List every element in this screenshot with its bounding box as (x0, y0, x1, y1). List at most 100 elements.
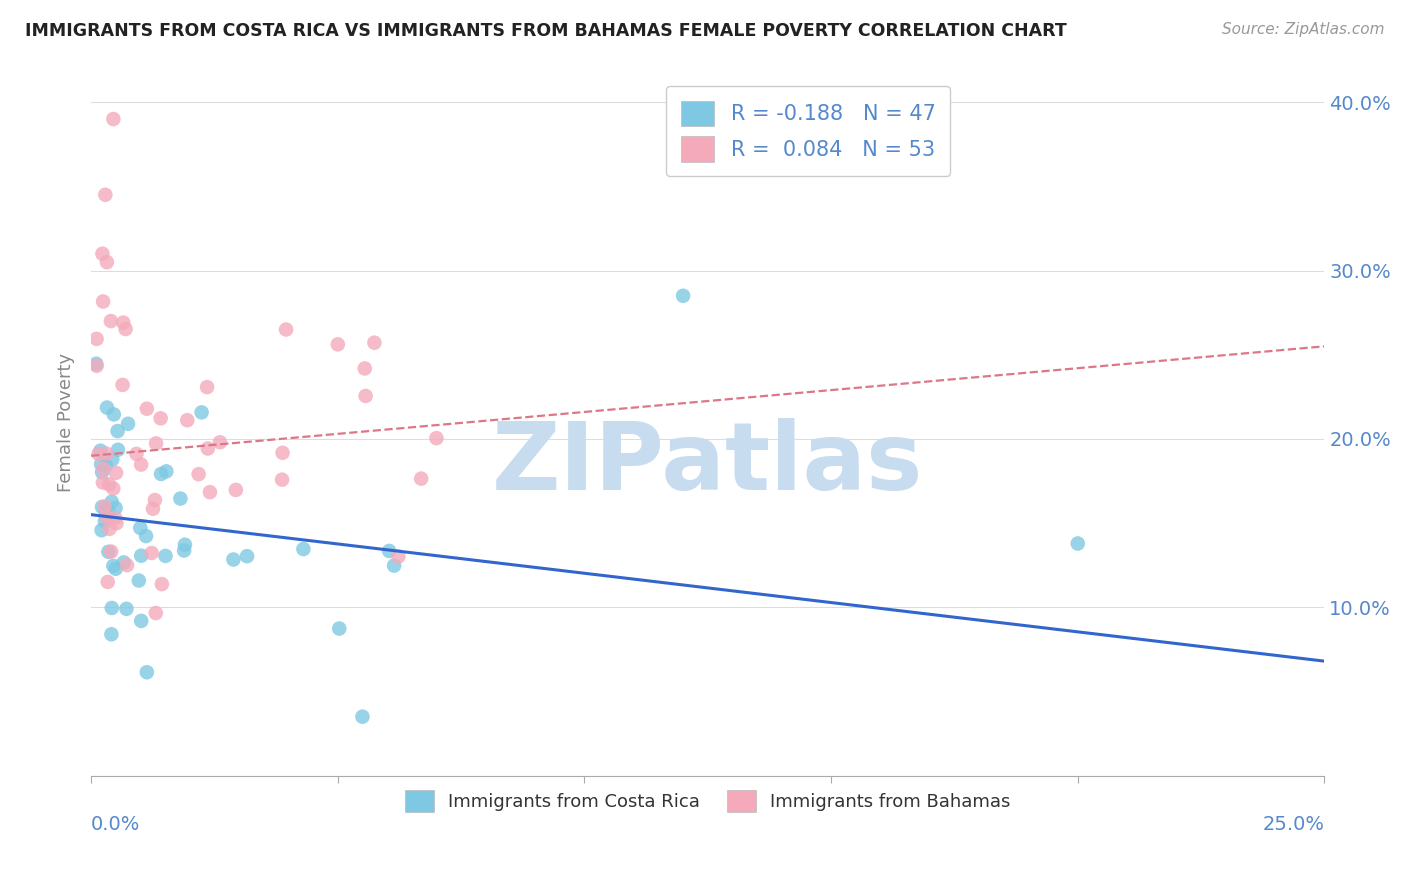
Y-axis label: Female Poverty: Female Poverty (58, 352, 75, 491)
Point (86, 332, 108, 346)
Point (100, 494, 122, 508)
Point (150, 467, 173, 481)
Point (101, 601, 124, 615)
Point (195, 380, 218, 394)
Point (91, 475, 114, 490)
Point (135, 401, 157, 416)
Point (129, 614, 152, 628)
Point (222, 552, 245, 566)
Point (96, 447, 118, 461)
Text: IMMIGRANTS FROM COSTA RICA VS IMMIGRANTS FROM BAHAMAS FEMALE POVERTY CORRELATION: IMMIGRANTS FROM COSTA RICA VS IMMIGRANTS… (25, 22, 1067, 40)
Point (91, 246, 114, 260)
Point (87, 447, 110, 461)
Point (115, 602, 138, 616)
Point (129, 521, 152, 535)
Point (190, 405, 212, 419)
Point (96, 401, 118, 415)
Point (98, 522, 121, 536)
Point (91, 500, 114, 514)
Text: Source: ZipAtlas.com: Source: ZipAtlas.com (1222, 22, 1385, 37)
Point (382, 558, 405, 573)
Point (141, 546, 163, 560)
Point (142, 501, 165, 516)
Legend: Immigrants from Costa Rica, Immigrants from Bahamas: Immigrants from Costa Rica, Immigrants f… (398, 783, 1018, 820)
Point (90, 457, 112, 471)
Point (378, 544, 401, 558)
Point (387, 549, 409, 564)
Point (114, 322, 136, 336)
Point (98, 477, 121, 491)
Point (100, 544, 122, 558)
Point (104, 500, 127, 515)
Point (129, 549, 152, 563)
Point (173, 543, 195, 558)
Point (271, 446, 294, 460)
Point (149, 411, 172, 425)
Point (187, 467, 209, 482)
Point (135, 665, 157, 680)
Point (112, 316, 135, 330)
Point (107, 424, 129, 438)
Point (86, 359, 108, 373)
Text: 0.0%: 0.0% (91, 814, 141, 833)
Point (169, 491, 191, 506)
Point (112, 556, 135, 570)
Point (97, 504, 120, 518)
Point (353, 361, 375, 376)
Point (352, 709, 374, 723)
Point (111, 378, 134, 392)
Text: ZIPatlas: ZIPatlas (492, 418, 924, 510)
Point (103, 558, 125, 573)
Point (155, 464, 177, 478)
Point (174, 538, 197, 552)
Point (94, 514, 117, 528)
Point (197, 442, 219, 456)
Point (1067, 536, 1090, 550)
Point (105, 516, 128, 530)
Point (94, 187, 117, 202)
Point (672, 289, 695, 303)
Point (363, 335, 385, 350)
Point (103, 408, 125, 422)
Point (115, 558, 138, 573)
Point (354, 389, 377, 403)
Point (94, 458, 117, 473)
Point (176, 413, 198, 427)
Point (100, 627, 122, 641)
Point (135, 529, 157, 543)
Point (411, 472, 433, 486)
Point (271, 473, 294, 487)
Point (155, 549, 177, 563)
Text: 25.0%: 25.0% (1263, 814, 1324, 833)
Point (94, 504, 117, 518)
Point (93, 500, 115, 514)
Point (105, 466, 128, 480)
Point (225, 483, 247, 497)
Point (104, 511, 127, 525)
Point (101, 452, 124, 467)
Point (328, 622, 350, 636)
Point (145, 606, 167, 620)
Point (103, 482, 125, 496)
Point (100, 314, 122, 328)
Point (117, 417, 139, 431)
Point (145, 436, 167, 450)
Point (97, 545, 120, 559)
Point (107, 442, 129, 457)
Point (89, 443, 111, 458)
Point (274, 322, 297, 336)
Point (236, 549, 259, 564)
Point (97, 574, 120, 589)
Point (91, 294, 114, 309)
Point (84, 357, 107, 371)
Point (96, 255, 118, 269)
Point (425, 431, 447, 445)
Point (91, 465, 114, 479)
Point (198, 485, 221, 500)
Point (104, 562, 127, 576)
Point (96, 509, 118, 524)
Point (125, 447, 148, 461)
Point (326, 337, 349, 351)
Point (292, 542, 315, 557)
Point (129, 458, 152, 472)
